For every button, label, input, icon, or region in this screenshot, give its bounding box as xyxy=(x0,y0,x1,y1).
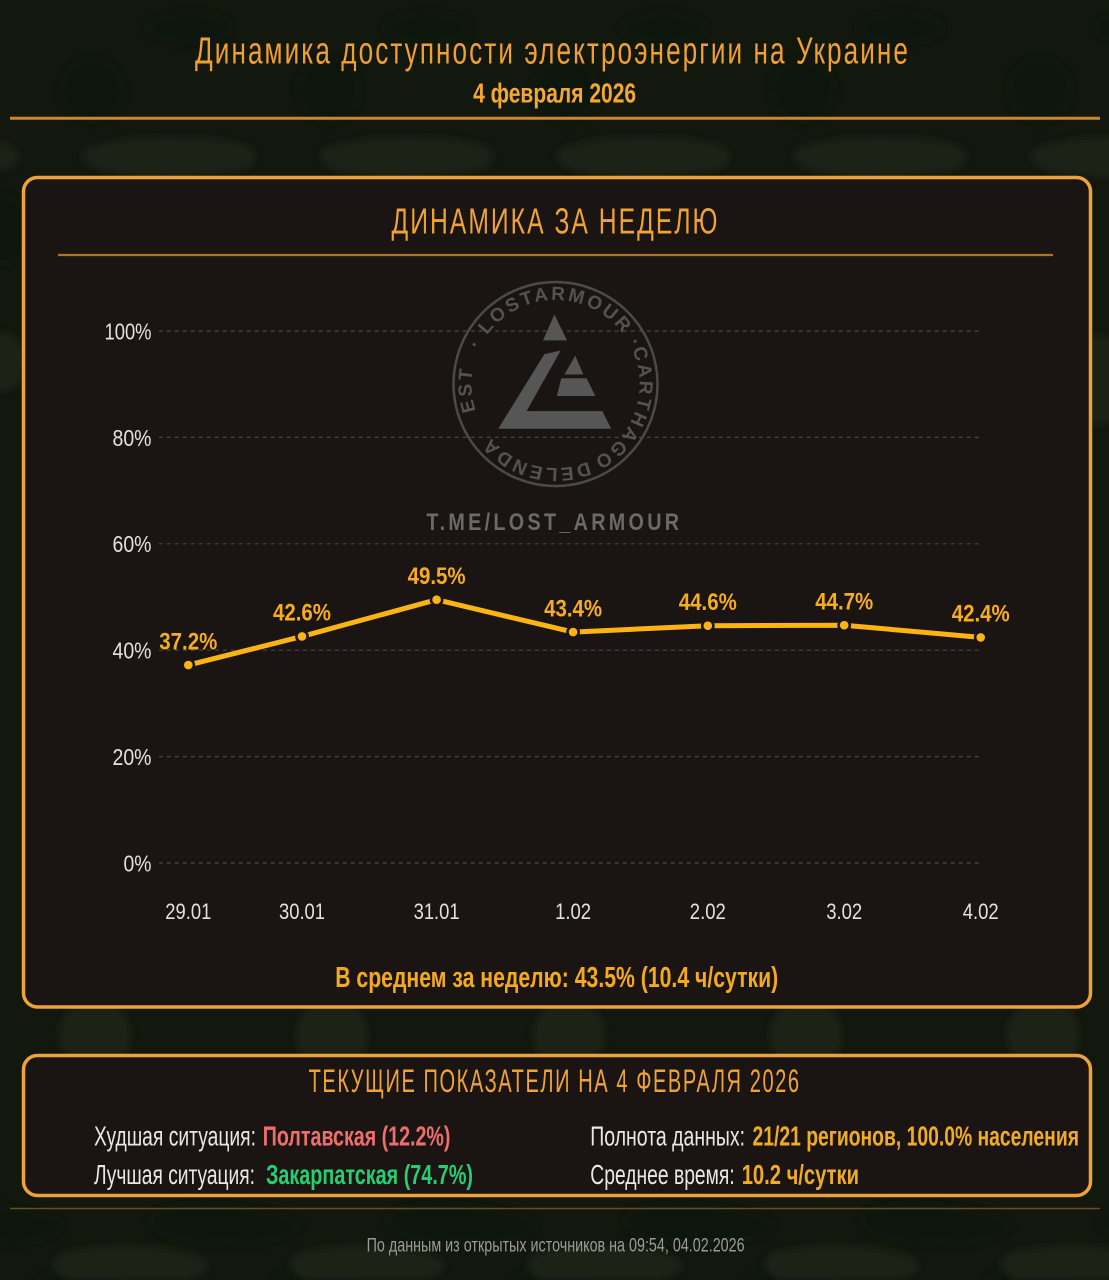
svg-text:Лучшая ситуация:: Лучшая ситуация: xyxy=(94,1159,255,1190)
svg-text:EST: EST xyxy=(455,365,480,414)
svg-text:T.ME/LOST_ARMOUR: T.ME/LOST_ARMOUR xyxy=(426,509,682,536)
svg-text:В среднем за неделю: 43.5% (10: В среднем за неделю: 43.5% (10.4 ч/сутки… xyxy=(335,962,778,994)
svg-text:0%: 0% xyxy=(124,850,152,876)
svg-text:42.4%: 42.4% xyxy=(952,601,1010,628)
svg-text:Закарпатская (74.7%): Закарпатская (74.7%) xyxy=(266,1159,473,1190)
svg-text:1.02: 1.02 xyxy=(555,899,591,924)
svg-text:Динамика доступности электроэн: Динамика доступности электроэнергии на У… xyxy=(195,31,910,73)
svg-text:Среднее время:: Среднее время: xyxy=(590,1159,734,1190)
svg-text:40%: 40% xyxy=(113,638,152,664)
svg-text:Полтавская (12.2%): Полтавская (12.2%) xyxy=(263,1121,451,1152)
svg-text:43.4%: 43.4% xyxy=(544,595,602,622)
svg-text:44.7%: 44.7% xyxy=(815,589,873,616)
svg-text:80%: 80% xyxy=(113,425,152,451)
svg-text:По данным из открытых источник: По данным из открытых источников на 09:5… xyxy=(367,1236,745,1257)
svg-text:4.02: 4.02 xyxy=(963,899,999,924)
svg-text:30.01: 30.01 xyxy=(279,899,325,924)
svg-text:49.5%: 49.5% xyxy=(408,563,466,590)
svg-text:100%: 100% xyxy=(105,318,152,344)
svg-text:Худшая ситуация:: Худшая ситуация: xyxy=(94,1121,256,1152)
svg-text:ТЕКУЩИЕ ПОКАЗАТЕЛИ НА 4 ФЕВРАЛ: ТЕКУЩИЕ ПОКАЗАТЕЛИ НА 4 ФЕВРАЛЯ 2026 xyxy=(309,1063,801,1099)
svg-text:60%: 60% xyxy=(113,531,152,557)
svg-text:ДИНАМИКА ЗА НЕДЕЛЮ: ДИНАМИКА ЗА НЕДЕЛЮ xyxy=(392,200,720,241)
svg-text:37.2%: 37.2% xyxy=(159,628,217,655)
svg-text:21/21 регионов, 100.0% населен: 21/21 регионов, 100.0% населения xyxy=(753,1121,1080,1152)
svg-text:44.6%: 44.6% xyxy=(679,589,737,616)
svg-text:10.2 ч/сутки: 10.2 ч/сутки xyxy=(742,1159,859,1190)
svg-text:4 февраля 2026: 4 февраля 2026 xyxy=(473,78,636,109)
svg-text:Полнота данных:: Полнота данных: xyxy=(590,1121,745,1152)
svg-text:3.02: 3.02 xyxy=(826,899,862,924)
svg-text:20%: 20% xyxy=(113,744,152,770)
svg-text:2.02: 2.02 xyxy=(690,899,726,924)
svg-text:29.01: 29.01 xyxy=(165,899,211,924)
svg-text:42.6%: 42.6% xyxy=(273,600,331,627)
svg-text:31.01: 31.01 xyxy=(414,899,460,924)
